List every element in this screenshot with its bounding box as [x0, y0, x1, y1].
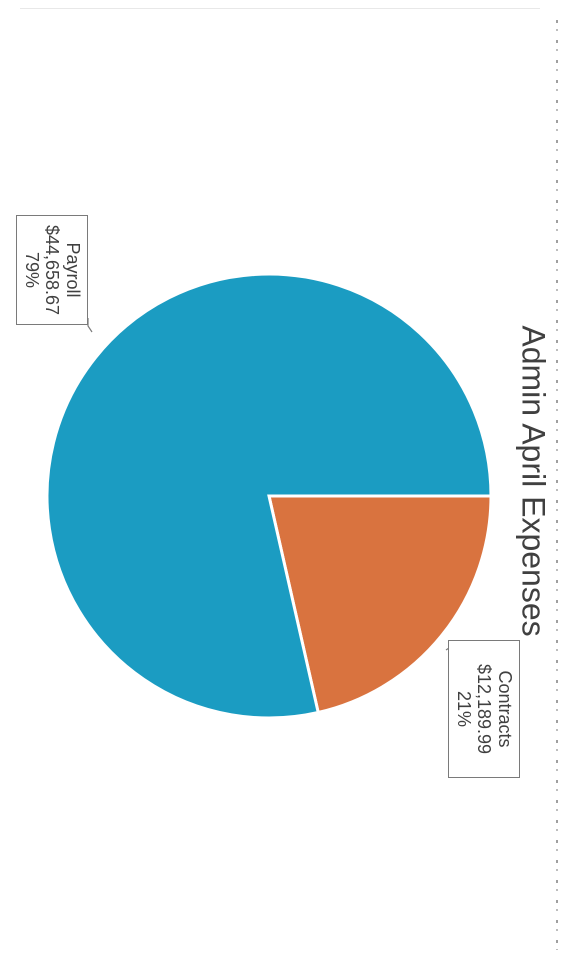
pie-slices [45, 272, 493, 720]
slice-label-contracts: Contracts [495, 670, 516, 748]
data-label-contracts-text: Contracts $12,189.99 21% [453, 664, 515, 754]
scan-artifact-top [20, 8, 540, 9]
leader-line-payroll [87, 318, 93, 333]
slice-percent-payroll: 79% [21, 251, 42, 289]
slice-value-payroll: $44,658.67 [42, 224, 63, 316]
data-label-payroll-text: Payroll $44,658.67 79% [21, 225, 83, 315]
scan-artifact-right-edge [556, 20, 558, 950]
pie-slice-contracts [267, 494, 493, 715]
pie-slice-payroll [45, 272, 493, 720]
slice-label-payroll: Payroll [63, 242, 84, 298]
data-label-contracts: Contracts $12,189.99 21% [448, 640, 520, 778]
data-label-payroll: Payroll $44,658.67 79% [16, 215, 88, 325]
chart-title: Admin April Expenses [515, 325, 552, 637]
slice-value-contracts: $12,189.99 [474, 663, 495, 755]
slice-percent-contracts: 21% [453, 690, 474, 728]
